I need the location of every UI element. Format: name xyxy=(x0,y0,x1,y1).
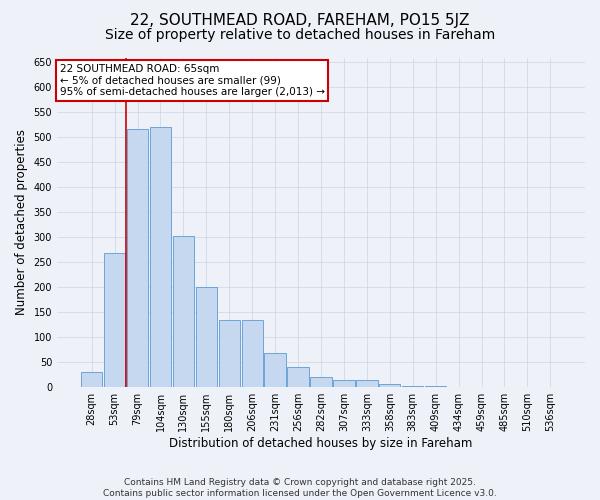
Text: 22, SOUTHMEAD ROAD, FAREHAM, PO15 5JZ: 22, SOUTHMEAD ROAD, FAREHAM, PO15 5JZ xyxy=(130,12,470,28)
Bar xyxy=(379,384,400,387)
Bar xyxy=(104,254,125,387)
X-axis label: Distribution of detached houses by size in Fareham: Distribution of detached houses by size … xyxy=(169,437,473,450)
Bar xyxy=(196,288,217,387)
Bar xyxy=(150,128,171,387)
Bar xyxy=(287,367,309,387)
Bar xyxy=(310,377,332,387)
Bar xyxy=(402,386,424,387)
Bar xyxy=(81,372,103,387)
Y-axis label: Number of detached properties: Number of detached properties xyxy=(15,130,28,316)
Bar xyxy=(242,320,263,387)
Text: Size of property relative to detached houses in Fareham: Size of property relative to detached ho… xyxy=(105,28,495,42)
Bar xyxy=(425,386,446,387)
Bar xyxy=(173,236,194,387)
Bar xyxy=(265,353,286,387)
Bar xyxy=(333,380,355,387)
Text: 22 SOUTHMEAD ROAD: 65sqm
← 5% of detached houses are smaller (99)
95% of semi-de: 22 SOUTHMEAD ROAD: 65sqm ← 5% of detache… xyxy=(59,64,325,98)
Bar xyxy=(127,129,148,387)
Text: Contains HM Land Registry data © Crown copyright and database right 2025.
Contai: Contains HM Land Registry data © Crown c… xyxy=(103,478,497,498)
Bar xyxy=(356,380,377,387)
Bar xyxy=(218,320,240,387)
